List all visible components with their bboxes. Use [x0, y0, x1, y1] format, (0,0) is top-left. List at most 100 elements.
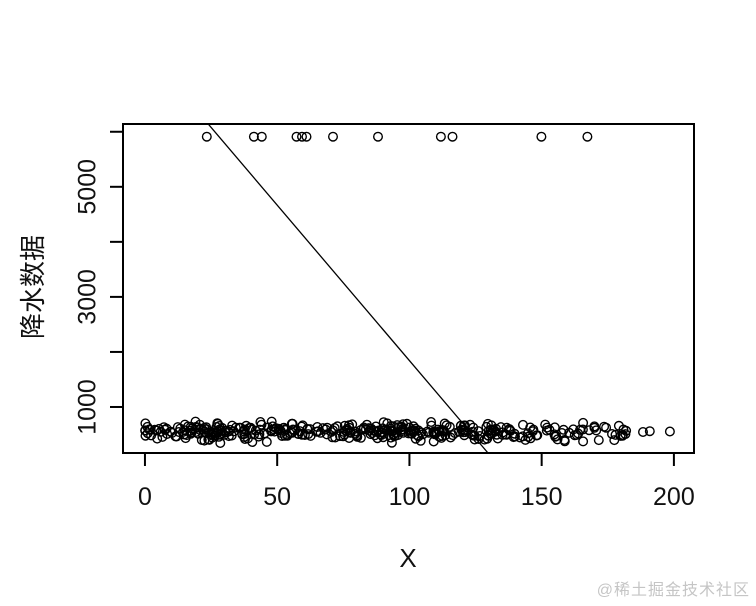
data-point [467, 426, 478, 437]
data-point [403, 428, 414, 439]
y-axis-label: 降水数据 [18, 235, 48, 339]
data-point [406, 426, 417, 437]
outlier-point [582, 131, 593, 142]
data-point [559, 435, 570, 446]
data-point [428, 436, 439, 447]
x-tick-label: 150 [521, 483, 563, 511]
data-point [440, 430, 451, 441]
axis-ticks: 0 50 100 150 200 1000 3000 5000 [74, 130, 695, 511]
data-point [321, 429, 332, 440]
data-point [549, 429, 560, 440]
data-point [320, 424, 331, 435]
data-point [179, 425, 190, 436]
y-tick-label: 3000 [74, 269, 102, 325]
data-point [591, 425, 602, 436]
data-point [364, 425, 375, 436]
data-point [474, 431, 485, 442]
outlier-point [256, 131, 267, 142]
data-point [256, 419, 267, 430]
data-point [541, 425, 552, 436]
data-point [638, 427, 649, 438]
data-point [387, 426, 398, 437]
y-tick-label: 5000 [74, 159, 102, 215]
data-point [358, 423, 369, 434]
data-point [275, 425, 286, 436]
data-point [465, 419, 476, 430]
data-point [593, 435, 604, 446]
data-point [644, 426, 655, 437]
outlier-point [297, 131, 308, 142]
data-point [297, 429, 308, 440]
outlier-point [301, 131, 312, 142]
data-point [216, 428, 227, 439]
data-point [365, 423, 376, 434]
x-tick-label: 50 [263, 483, 291, 511]
data-point [431, 427, 442, 438]
data-point [278, 423, 289, 434]
watermark-text: @稀土掘金技术社区 [596, 582, 750, 599]
data-point [552, 434, 563, 445]
data-point [286, 427, 297, 438]
data-point [253, 431, 264, 442]
data-point [564, 427, 575, 438]
data-point [618, 424, 629, 435]
data-point [423, 427, 434, 438]
data-point [261, 436, 272, 447]
data-point [244, 422, 255, 433]
data-point [504, 424, 515, 435]
data-point [159, 424, 170, 435]
outlier-point [447, 131, 458, 142]
data-point [335, 431, 346, 442]
regression-line-layer [207, 123, 489, 454]
data-point [170, 431, 181, 442]
x-axis-label: X [399, 543, 416, 573]
data-points [140, 131, 675, 449]
data-point [459, 430, 470, 441]
data-point [254, 424, 265, 435]
data-point [234, 422, 245, 433]
data-point [161, 423, 172, 434]
regression-line [207, 123, 489, 454]
data-point [201, 424, 212, 435]
data-point [239, 434, 250, 445]
data-point [490, 426, 501, 437]
data-point [343, 425, 354, 436]
data-point [492, 433, 503, 444]
data-point [578, 436, 589, 447]
data-point [371, 426, 382, 437]
data-point [664, 426, 675, 437]
data-point [313, 426, 324, 437]
data-point [377, 423, 388, 434]
y-tick-label: 1000 [74, 379, 102, 435]
data-point [468, 422, 479, 433]
x-tick-label: 100 [389, 483, 431, 511]
data-point [315, 427, 326, 438]
data-point [485, 424, 496, 435]
data-point [330, 432, 341, 443]
data-point [212, 418, 223, 429]
data-point [415, 435, 426, 446]
data-point [517, 431, 528, 442]
data-point [456, 424, 467, 435]
data-point [599, 421, 610, 432]
data-point [270, 423, 281, 434]
outlier-point [328, 131, 339, 142]
data-point [589, 422, 600, 433]
data-point [351, 430, 362, 441]
data-point [199, 422, 210, 433]
x-tick-label: 0 [138, 483, 152, 511]
data-point [617, 430, 628, 441]
data-point [532, 430, 543, 441]
x-tick-label: 200 [653, 483, 695, 511]
data-point [610, 429, 621, 440]
data-point [444, 421, 455, 432]
data-point [215, 438, 226, 449]
data-point [193, 428, 204, 439]
outlier-point [536, 131, 547, 142]
data-point [140, 430, 151, 441]
data-point [426, 417, 437, 428]
data-point [293, 429, 304, 440]
data-point [140, 425, 151, 436]
